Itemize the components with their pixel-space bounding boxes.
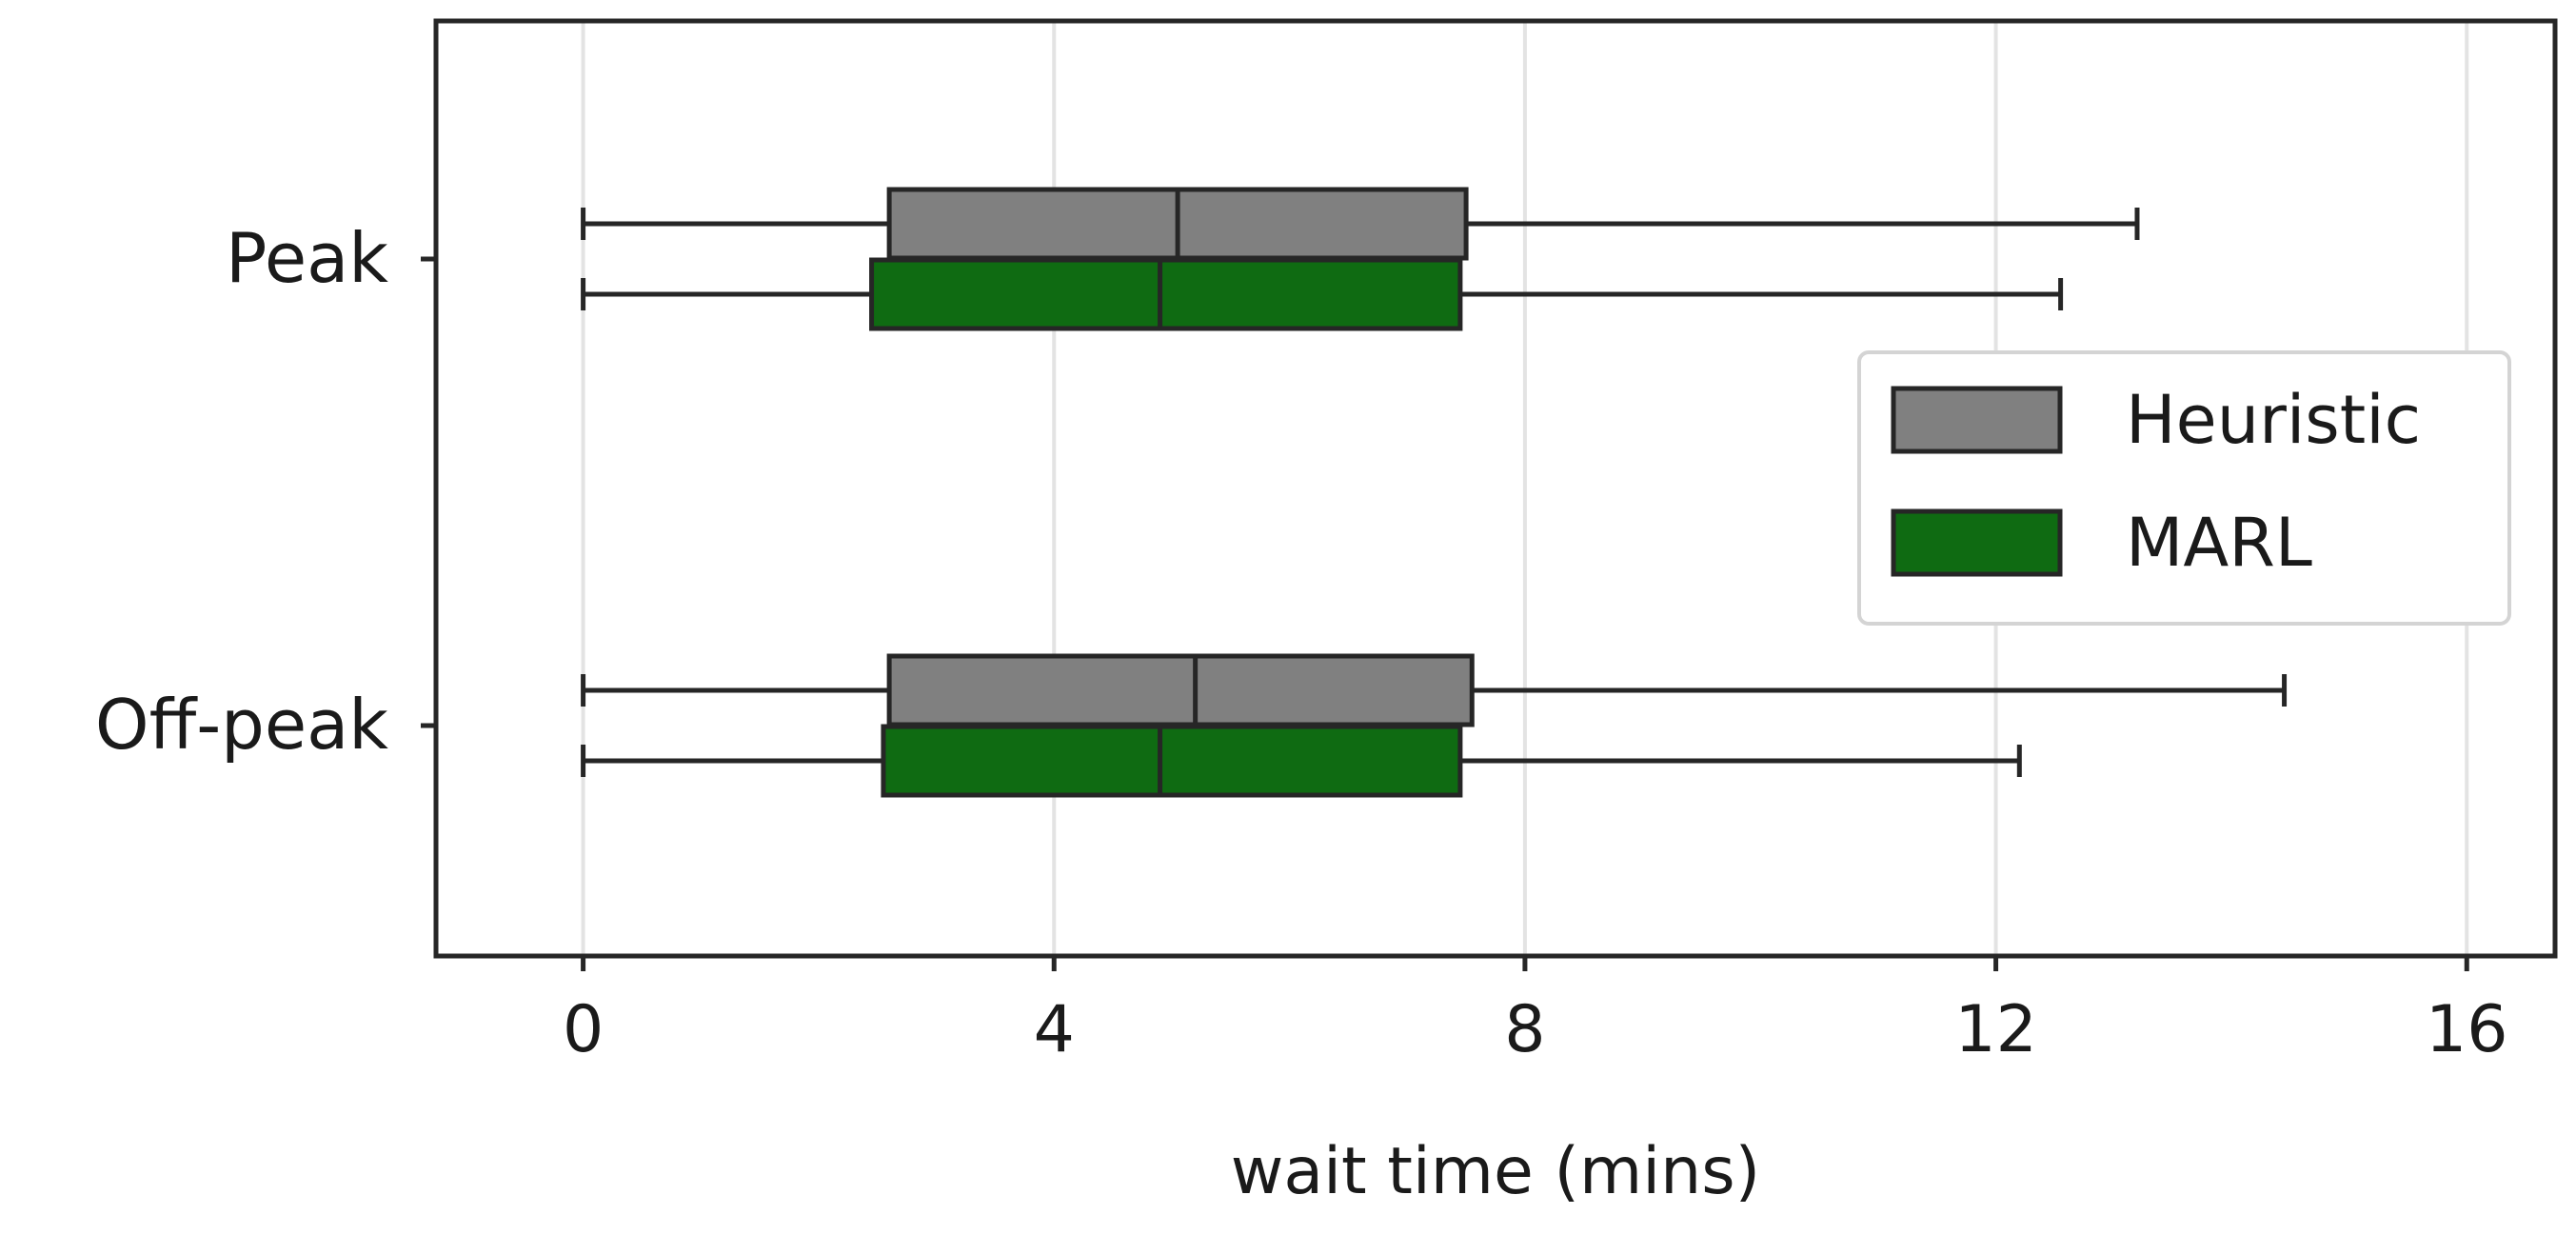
box-marl-peak <box>581 257 2064 331</box>
x-tick-label: 0 <box>563 992 604 1067</box>
iqr-box <box>886 653 1475 727</box>
legend: Heuristic MARL <box>1857 350 2511 626</box>
legend-label-marl: MARL <box>2126 504 2312 582</box>
y-tick-label: Peak <box>226 218 388 298</box>
x-tick-label: 16 <box>2426 992 2508 1067</box>
box-heuristic-off-peak <box>581 653 2288 727</box>
x-tick-label: 12 <box>1954 992 2037 1067</box>
plot-frame <box>433 18 2558 959</box>
x-tick-label: 4 <box>1034 992 1075 1067</box>
box-heuristic-peak <box>581 187 2140 261</box>
iqr-box <box>869 257 1463 331</box>
axis-layer: 0 4 8 12 16 Peak Off-peak <box>95 218 2508 1067</box>
y-tick-label: Off-peak <box>95 685 388 765</box>
x-axis-label: wait time (mins) <box>1231 1134 1760 1209</box>
legend-swatch-heuristic <box>1891 386 2063 454</box>
x-tick-label: 8 <box>1504 992 1545 1067</box>
legend-label-heuristic: Heuristic <box>2126 381 2421 459</box>
box-layer <box>581 187 2288 798</box>
legend-swatch-marl <box>1891 508 2063 577</box>
box-marl-off-peak <box>581 724 2022 798</box>
iqr-box <box>881 724 1463 798</box>
